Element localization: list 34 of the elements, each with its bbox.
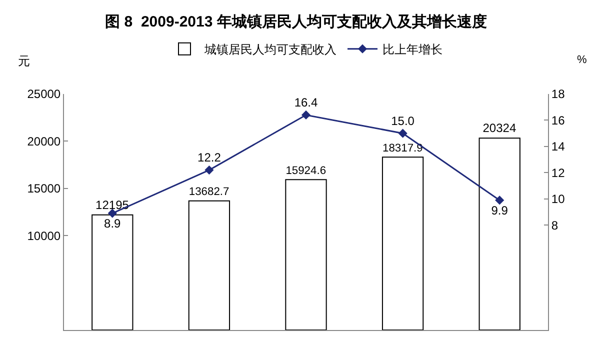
bar — [285, 179, 327, 330]
y2-axis-title: % — [577, 54, 587, 66]
y-tick-label: 15000 — [27, 182, 61, 196]
chart-title: 图 8 2009-2013 年城镇居民人均可支配收入及其增长速度 — [105, 12, 487, 31]
y-tick-label: 20000 — [27, 134, 61, 148]
bar — [478, 138, 520, 330]
data-label: 12195 — [96, 198, 130, 212]
bar — [382, 156, 424, 330]
data-label: 9.9 — [491, 204, 508, 218]
y2-tick-label: 12 — [551, 166, 566, 180]
y2-tick-label: 10 — [551, 192, 566, 206]
y2-tick-label: 18 — [551, 87, 566, 102]
data-label: 16.4 — [294, 96, 318, 110]
legend-label: 城镇居民人均可支配收入 — [204, 42, 336, 56]
point — [398, 128, 408, 138]
point — [204, 165, 214, 175]
y2-tick-label: 14 — [551, 140, 566, 154]
y2-tick-label: 16 — [551, 113, 566, 128]
y2-tick-label: 8 — [551, 218, 558, 232]
data-label: 15.0 — [391, 114, 415, 128]
bar — [92, 214, 134, 330]
data-label: 15924.6 — [286, 164, 326, 177]
y-tick-label: 25000 — [27, 87, 61, 102]
y-tick-label: 10000 — [27, 228, 61, 243]
data-label: 12.2 — [198, 150, 222, 165]
point — [301, 110, 311, 120]
y-axis-title: 元 — [18, 54, 30, 68]
data-label: 18317.9 — [382, 142, 423, 154]
bar — [188, 200, 230, 330]
point — [495, 196, 504, 205]
data-label: 8.9 — [104, 216, 122, 231]
legend-label: 比上年增长 — [382, 42, 442, 56]
data-label: 13682.7 — [188, 186, 230, 198]
data-label: 20324 — [482, 121, 516, 136]
